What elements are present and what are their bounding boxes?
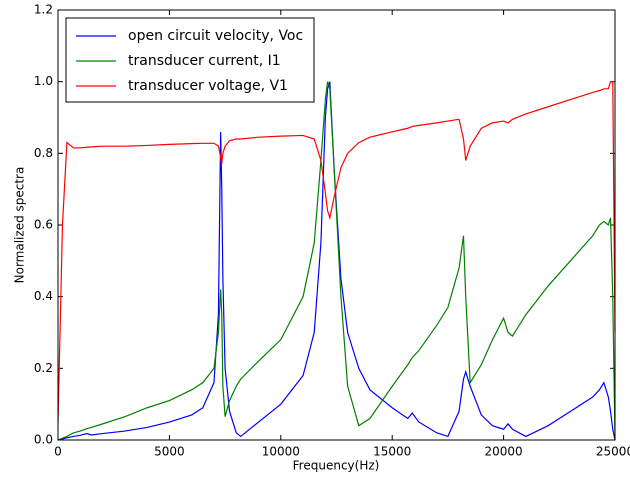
y-tick-label: 1.2	[34, 3, 53, 17]
series-line	[57, 81, 616, 441]
y-tick-label: 1.0	[34, 74, 53, 88]
x-tick-label: 15000	[373, 445, 411, 459]
y-tick-label: 0.0	[34, 433, 53, 447]
x-tick-label: 0	[54, 445, 62, 459]
legend-label: open circuit velocity, Voc	[128, 28, 303, 44]
legend-label: transducer current, I1	[128, 53, 281, 69]
y-axis-label: Normalized spectra	[13, 167, 27, 284]
series-line	[57, 81, 616, 423]
series-line	[57, 81, 616, 441]
legend-label: transducer voltage, V1	[128, 78, 288, 94]
x-tick-label: 10000	[262, 445, 300, 459]
y-tick-label: 0.4	[34, 289, 53, 303]
x-axis-label: Frequency(Hz)	[293, 459, 380, 473]
y-tick-label: 0.8	[34, 146, 53, 160]
y-tick-label: 0.2	[34, 361, 53, 375]
plot-frame	[57, 9, 616, 441]
y-tick-label: 0.6	[34, 218, 53, 232]
legend-box	[65, 17, 315, 103]
x-tick-label: 20000	[485, 445, 523, 459]
x-tick-label: 5000	[154, 445, 185, 459]
